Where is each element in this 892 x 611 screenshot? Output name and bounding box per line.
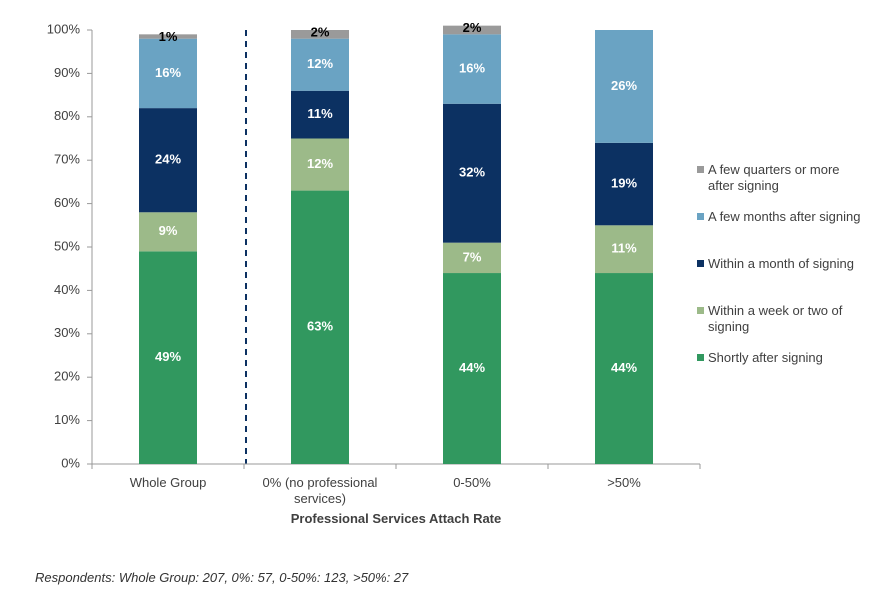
legend-label: A few quarters or more after signing xyxy=(708,162,840,193)
data-label: 1% xyxy=(159,29,178,44)
y-tick-label: 90% xyxy=(54,65,80,80)
legend-label: Within a month of signing xyxy=(708,256,854,271)
legend-swatch xyxy=(697,166,704,173)
legend-label: A few months after signing xyxy=(708,209,861,224)
bar-segment xyxy=(291,138,349,191)
x-tick-label: 0% (no professional services) xyxy=(262,475,378,506)
legend-swatch xyxy=(697,354,704,361)
y-tick-label: 80% xyxy=(54,108,80,123)
bar-segment xyxy=(595,30,653,143)
x-tick-label: Whole Group xyxy=(129,475,207,490)
data-label: 2% xyxy=(463,20,482,35)
legend-label: Within a week or two of signing xyxy=(708,303,843,334)
bar-segment xyxy=(443,242,501,274)
bar-segment xyxy=(291,38,349,91)
data-label: 12% xyxy=(307,56,333,71)
data-label: 44% xyxy=(459,360,485,375)
bar-segment xyxy=(443,273,501,464)
data-label: 63% xyxy=(307,319,333,334)
data-label: 11% xyxy=(611,241,637,256)
y-tick-label: 10% xyxy=(54,412,80,427)
data-label: 19% xyxy=(611,176,637,191)
y-tick-label: 40% xyxy=(54,282,80,297)
bar-segment xyxy=(139,212,197,252)
bar-segment xyxy=(443,103,501,243)
bar-segment xyxy=(443,34,501,104)
data-label: 7% xyxy=(463,249,482,264)
data-label: 32% xyxy=(459,165,485,180)
x-tick-label: >50% xyxy=(607,475,641,490)
data-label: 16% xyxy=(459,60,485,75)
data-label: 12% xyxy=(307,156,333,171)
bar-segment xyxy=(291,190,349,464)
y-tick-label: 0% xyxy=(61,455,80,470)
data-label: 26% xyxy=(611,78,637,93)
y-tick-label: 100% xyxy=(47,21,81,36)
bar-segment xyxy=(139,251,197,464)
y-tick-label: 60% xyxy=(54,195,80,210)
x-axis-title: Professional Services Attach Rate xyxy=(290,511,502,526)
bar-segment xyxy=(291,30,349,39)
data-label: 9% xyxy=(159,223,178,238)
bar-segment xyxy=(139,38,197,109)
x-tick-label: 0-50% xyxy=(453,475,491,490)
y-tick-label: 70% xyxy=(54,152,80,167)
data-label: 49% xyxy=(155,349,181,364)
y-tick-label: 20% xyxy=(54,369,80,384)
legend-label: Shortly after signing xyxy=(708,350,823,365)
footnote: Respondents: Whole Group: 207, 0%: 57, 0… xyxy=(35,570,409,585)
y-tick-label: 30% xyxy=(54,325,80,340)
bar-segment xyxy=(291,90,349,139)
bar-segment xyxy=(139,34,197,39)
data-label: 2% xyxy=(311,24,330,39)
data-label: 11% xyxy=(307,106,333,121)
legend-swatch xyxy=(697,213,704,220)
data-label: 16% xyxy=(155,65,181,80)
legend-swatch xyxy=(697,260,704,267)
y-tick-label: 50% xyxy=(54,238,80,253)
bar-segment xyxy=(595,142,653,226)
bar-segment xyxy=(595,225,653,274)
data-label: 44% xyxy=(611,360,637,375)
bar-segment xyxy=(139,108,197,213)
legend-swatch xyxy=(697,307,704,314)
data-label: 24% xyxy=(155,152,181,167)
bar-segment xyxy=(443,25,501,35)
bar-segment xyxy=(595,273,653,464)
